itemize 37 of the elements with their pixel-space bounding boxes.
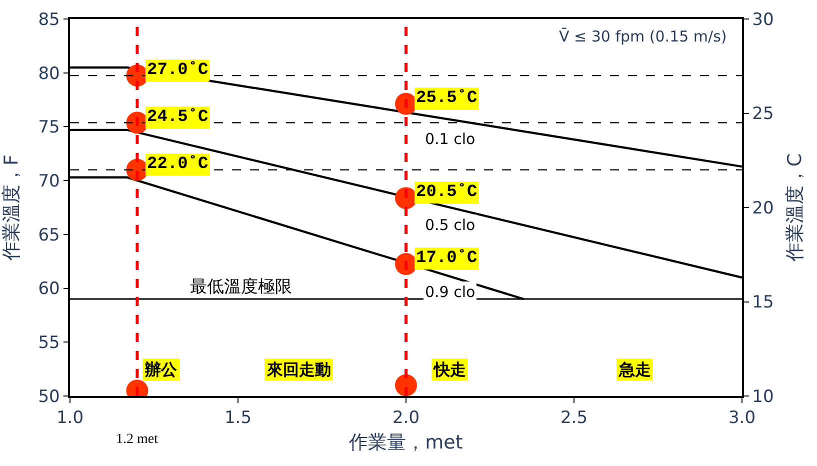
- y-tick-label: 65: [38, 225, 60, 246]
- x-tick-label: 2.0: [392, 408, 420, 428]
- data-label: 20.5˚C: [416, 183, 478, 202]
- x-tick-label: 3.0: [728, 408, 756, 428]
- series-label: 0.9 clo: [425, 283, 476, 301]
- x-tick-label: 1.0: [56, 408, 84, 428]
- data-label: 17.0˚C: [416, 249, 478, 268]
- data-label: 25.5˚C: [416, 89, 478, 108]
- y-tick-label: 50: [38, 386, 60, 407]
- x-tick-label: 2.5: [560, 408, 588, 428]
- annotation: 來回走動: [266, 360, 331, 379]
- y-tick-label: 80: [38, 64, 60, 84]
- ref-line-label: 最低溫度極限: [190, 277, 292, 297]
- annotation: V̄ ≤ 30 fpm (0.15 m/s): [559, 27, 727, 46]
- data-label: 24.5˚C: [147, 108, 208, 127]
- y2-tick-label: 25: [752, 104, 774, 124]
- y-tick-label: 70: [38, 172, 60, 192]
- y2-tick-label: 15: [752, 292, 774, 313]
- y-tick-label: 75: [38, 118, 60, 138]
- y2-axis-title: 作業溫度，C: [784, 153, 806, 263]
- series-label: 0.5 clo: [425, 216, 476, 234]
- y2-tick-label: 30: [752, 10, 774, 30]
- series-label: 0.1 clo: [425, 130, 476, 148]
- y-tick-label: 60: [38, 279, 60, 300]
- annotation: 急走: [618, 360, 651, 379]
- y-axis-title: 作業溫度，F: [0, 154, 23, 262]
- x-axis-title: 作業量，met: [348, 431, 463, 454]
- annotation: 辦公: [144, 360, 178, 379]
- x-tick-label: 1.5: [224, 408, 252, 428]
- y2-tick-label: 20: [752, 198, 774, 218]
- data-label: 22.0˚C: [147, 155, 208, 174]
- data-label: 27.0˚C: [147, 61, 208, 80]
- ref-line-label: 1.2 met: [116, 432, 158, 447]
- y-tick-label: 85: [38, 10, 60, 30]
- y2-tick-label: 10: [752, 386, 774, 407]
- annotation: 快走: [433, 360, 466, 379]
- y-tick-label: 55: [38, 333, 60, 354]
